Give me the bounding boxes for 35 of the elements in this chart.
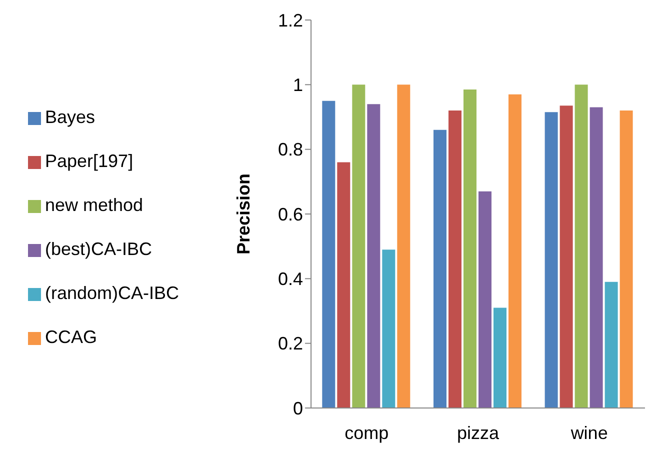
bar — [620, 110, 633, 408]
bar — [604, 282, 618, 408]
x-tick-label: pizza — [457, 422, 500, 443]
legend-label: CCAG — [45, 327, 98, 347]
y-axis-title: Precision — [233, 173, 254, 255]
bar — [382, 250, 396, 408]
bar — [478, 191, 492, 408]
legend-label: Paper[197] — [45, 151, 134, 171]
bar — [448, 110, 462, 408]
y-tick-label: 0.4 — [278, 269, 304, 290]
x-tick-label: comp — [344, 422, 389, 443]
bar — [433, 130, 446, 408]
y-tick-label: 0 — [293, 398, 304, 418]
y-tick-label: 1.2 — [278, 10, 304, 30]
y-tick-label: 0.2 — [278, 334, 304, 354]
bar — [352, 84, 366, 408]
legend-label: (best)CA-IBC — [45, 239, 152, 259]
bar — [493, 308, 506, 408]
bar — [337, 162, 350, 408]
legend-label: new method — [45, 195, 144, 215]
bar — [544, 112, 558, 408]
legend-label: (random)CA-IBC — [45, 283, 180, 303]
bar — [508, 94, 522, 408]
bar — [590, 107, 603, 408]
x-tick-label: wine — [570, 422, 608, 443]
y-tick-label: 1 — [293, 75, 304, 96]
legend-label: Bayes — [45, 107, 96, 127]
y-tick-label: 0.6 — [278, 204, 304, 224]
bar — [322, 100, 336, 408]
y-tick-label: 0.8 — [278, 140, 304, 160]
bar — [560, 106, 573, 408]
bar — [463, 90, 476, 408]
bar — [367, 104, 380, 408]
bar — [574, 84, 588, 408]
bar — [397, 84, 410, 408]
